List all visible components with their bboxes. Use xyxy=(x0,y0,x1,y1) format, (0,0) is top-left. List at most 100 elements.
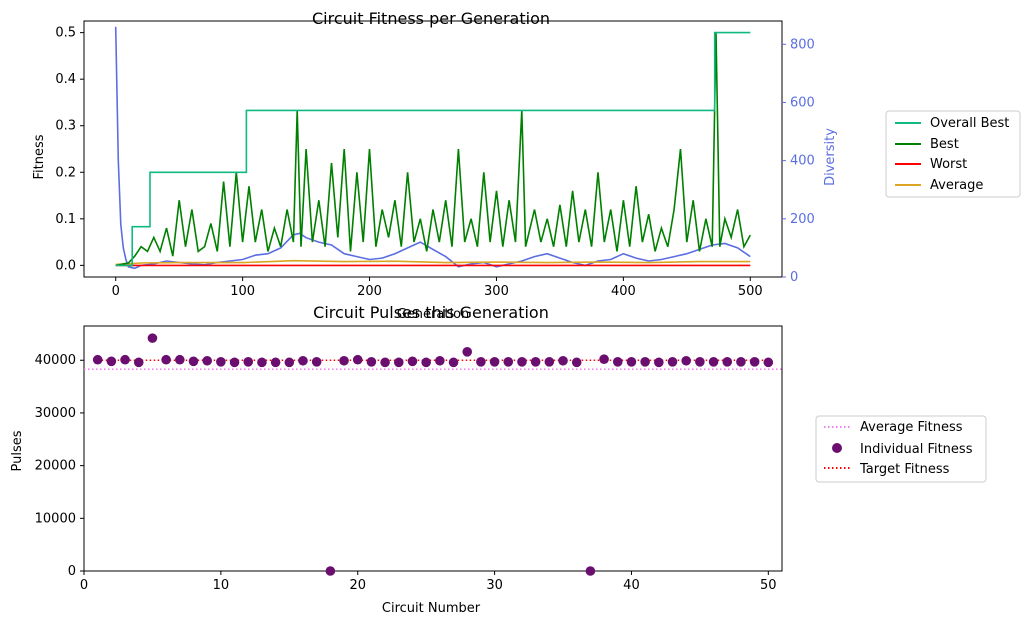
pulses-x-tick-label: 0 xyxy=(80,578,88,593)
individual-fitness-point xyxy=(558,355,568,366)
pulses-x-tick-label: 50 xyxy=(760,578,777,593)
individual-fitness-point xyxy=(407,356,418,367)
pulses-chart: 0 10 20 30 40 50 0 10000 20000 30000 40000 Circuit… xyxy=(10,303,987,616)
fitness-x-tick-label: 200 xyxy=(357,284,382,299)
individual-fitness-point xyxy=(133,357,144,368)
pulses-y-tick-label: 40000 xyxy=(35,353,76,368)
individual-fitness-point xyxy=(393,357,404,368)
individual-fitness-point xyxy=(339,355,349,366)
fitness-y-label: Fitness xyxy=(32,134,47,179)
fitness-x-tick-label: 100 xyxy=(230,284,255,299)
fitness-lines xyxy=(114,26,752,270)
individual-fitness-point xyxy=(243,357,254,367)
individual-fitness-point xyxy=(476,357,486,367)
individual-fitness-point xyxy=(216,357,226,367)
individual-fitness-point xyxy=(599,354,609,364)
pulses-y-tick-label: 10000 xyxy=(35,511,76,526)
legend-individual-fitness-swatch xyxy=(832,443,842,453)
individual-fitness-point xyxy=(448,357,459,368)
individual-fitness-point xyxy=(517,357,527,367)
individual-fitness-point xyxy=(763,357,774,368)
individual-fitness-point xyxy=(92,354,103,365)
fitness-chart: 0 100 200 300 400 500 0.0 0.1 0.2 0.3 0.4 0.5 0 200 40… xyxy=(32,9,1021,322)
individual-fitness-point xyxy=(544,357,555,367)
pulses-legend-box xyxy=(815,415,987,483)
individual-fitness-point xyxy=(626,357,637,367)
individual-fitness-point xyxy=(147,333,158,343)
diversity-y-tick-label: 0 xyxy=(790,270,798,285)
diversity-y-tick-label: 200 xyxy=(790,212,815,227)
individual-fitness-point xyxy=(366,357,377,367)
individual-fitness-point xyxy=(722,357,733,367)
individual-fitness-point xyxy=(530,357,541,367)
individual-fitness-point xyxy=(298,355,308,366)
individual-fitness-point xyxy=(654,357,664,368)
fitness-x-label: Generation xyxy=(397,307,470,322)
legend-target-fitness-label: Target Fitness xyxy=(859,462,950,477)
individual-fitness-point xyxy=(503,357,514,367)
fitness-chart-title: Circuit Fitness per Generation xyxy=(312,9,550,28)
fitness-ticks: 0 100 200 300 400 500 0.0 0.1 0.2 0.3 0.4 0.5 0 200 40… xyxy=(55,26,815,299)
individual-fitness-point xyxy=(585,566,596,576)
diversity-y-tick-label: 800 xyxy=(790,37,815,52)
average-line xyxy=(115,259,751,266)
pulses-ticks: 0 10 20 30 40 50 0 10000 20000 30000 40000 xyxy=(35,353,777,593)
fitness-x-tick-label: 400 xyxy=(611,284,636,299)
individual-fitness-point xyxy=(681,355,691,366)
pulses-plot-area xyxy=(83,325,783,572)
pulses-x-label: Circuit Number xyxy=(382,601,481,616)
individual-fitness-point xyxy=(229,357,240,368)
pulses-x-tick-label: 10 xyxy=(213,578,230,593)
individual-fitness-point xyxy=(489,357,500,367)
individual-fitness-point xyxy=(161,354,171,365)
individual-fitness-point xyxy=(435,355,445,366)
fitness-plot-area xyxy=(83,20,783,278)
diversity-y-tick-label: 600 xyxy=(790,95,815,110)
pulses-marks xyxy=(84,333,782,576)
pulses-y-tick-label: 0 xyxy=(68,564,76,579)
fitness-legend: Overall Best Best Worst Average xyxy=(885,110,1021,198)
fitness-y-tick-label: 0.1 xyxy=(55,212,76,227)
individual-fitness-point xyxy=(667,357,678,367)
pulses-y-label: Pulses xyxy=(10,430,25,471)
individual-fitness-point xyxy=(749,357,760,367)
legend-average-fitness-label: Average Fitness xyxy=(860,420,963,435)
individual-fitness-point xyxy=(380,357,390,368)
individual-fitness-point xyxy=(257,357,267,368)
pulses-y-tick-label: 20000 xyxy=(35,459,76,474)
pulses-x-tick-label: 40 xyxy=(623,578,640,593)
fitness-y-tick-label: 0.3 xyxy=(55,119,76,134)
fitness-legend-box xyxy=(885,110,1021,198)
pulses-legend: Average Fitness Individual Fitness Targe… xyxy=(815,415,987,483)
pulses-x-tick-label: 30 xyxy=(486,578,503,593)
fitness-y-tick-label: 0.0 xyxy=(55,258,76,273)
pulses-y-tick-label: 30000 xyxy=(35,406,76,421)
fitness-y-tick-label: 0.2 xyxy=(55,165,76,180)
individual-fitness-point xyxy=(695,357,705,367)
individual-fitness-point xyxy=(270,357,281,368)
diversity-line xyxy=(114,26,751,270)
individual-fitness-point xyxy=(120,354,130,365)
individual-fitness-point xyxy=(462,347,473,357)
legend-worst-label: Worst xyxy=(930,157,967,172)
individual-fitness-point xyxy=(421,357,431,368)
legend-individual-fitness-label: Individual Fitness xyxy=(860,442,973,457)
legend-average-label: Average xyxy=(930,178,983,193)
best-line xyxy=(115,32,752,267)
fitness-x-tick-label: 500 xyxy=(738,284,763,299)
individual-fitness-point xyxy=(612,357,623,367)
individual-fitness-point xyxy=(188,356,199,367)
individual-fitness-point xyxy=(708,357,719,367)
individual-fitness-point xyxy=(325,566,336,576)
individual-fitness-point xyxy=(640,357,650,367)
diversity-y-tick-label: 400 xyxy=(790,154,815,169)
pulses-x-tick-label: 20 xyxy=(349,578,366,593)
individual-fitness-point xyxy=(202,355,212,366)
individual-fitness-point xyxy=(106,356,117,367)
individual-fitness-point xyxy=(571,357,582,368)
diversity-y-label: Diversity xyxy=(823,128,838,186)
pulses-chart-title: Circuit Pulses this Generation xyxy=(313,303,549,322)
fitness-x-tick-label: 300 xyxy=(484,284,509,299)
fitness-y-tick-label: 0.4 xyxy=(55,72,76,87)
